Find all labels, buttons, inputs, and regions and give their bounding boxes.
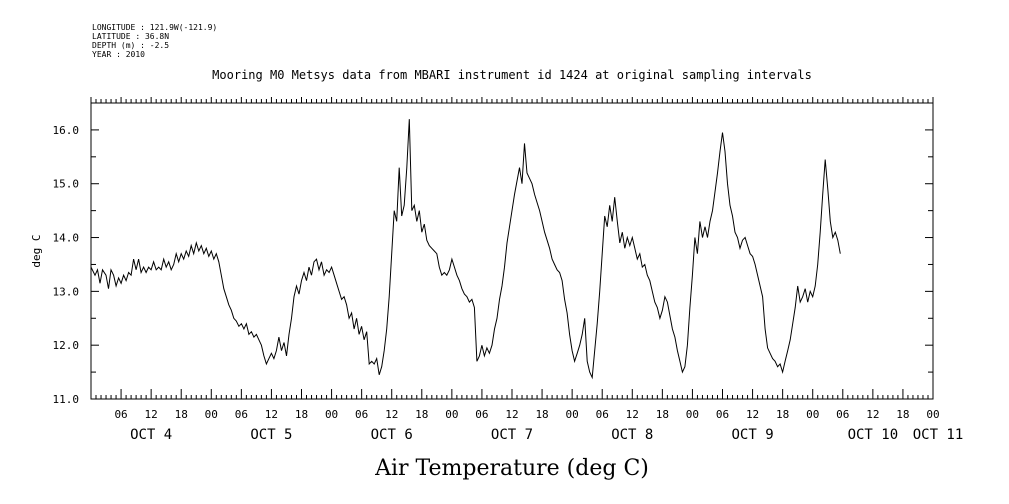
- latitude-label: LATITUDE : 36.8N: [92, 32, 169, 41]
- x-tick-label: 18: [175, 408, 188, 421]
- x-axis-label: Air Temperature (deg C): [374, 456, 649, 481]
- x-tick-label: 00: [325, 408, 338, 421]
- x-day-label: OCT 11: [913, 427, 964, 443]
- x-tick-label: 00: [686, 408, 699, 421]
- x-tick-label: 12: [265, 408, 278, 421]
- x-axis: 06 12 18 00 06 12 18 00 06 12 18 00 06 12 18 00 06 12 18 00…: [90, 97, 964, 443]
- year-label: YEAR : 2010: [92, 50, 145, 59]
- x-tick-label: 06: [355, 408, 368, 421]
- x-tick-label: 06: [475, 408, 488, 421]
- x-tick-label: 18: [415, 408, 428, 421]
- x-tick-label: 06: [836, 408, 849, 421]
- x-tick-label: 18: [656, 408, 669, 421]
- chart-title: Mooring M0 Metsys data from MBARI instru…: [212, 68, 812, 82]
- x-tick-label: 18: [896, 408, 909, 421]
- x-tick-label: 12: [145, 408, 158, 421]
- x-tick-label: 12: [505, 408, 518, 421]
- x-tick-label: 06: [716, 408, 729, 421]
- x-tick-label: 12: [626, 408, 639, 421]
- x-tick-label: 06: [114, 408, 127, 421]
- x-day-label: OCT 10: [848, 427, 899, 443]
- x-tick-label: 18: [535, 408, 548, 421]
- x-day-label: OCT 4: [130, 427, 172, 443]
- x-tick-label: 06: [596, 408, 609, 421]
- x-day-label: OCT 5: [250, 427, 292, 443]
- x-tick-label: 00: [566, 408, 579, 421]
- x-day-label: OCT 8: [611, 427, 653, 443]
- x-day-label: OCT 6: [371, 427, 413, 443]
- y-tick-label: 15.0: [53, 178, 80, 191]
- x-tick-label: 18: [776, 408, 789, 421]
- y-tick-label: 12.0: [53, 339, 80, 352]
- series-layer: [90, 119, 841, 380]
- y-tick-label: 14.0: [53, 232, 80, 245]
- x-day-label: OCT 7: [491, 427, 533, 443]
- x-tick-label: 06: [235, 408, 248, 421]
- x-tick-label: 00: [806, 408, 819, 421]
- plot-frame: [90, 102, 934, 400]
- series-line: [90, 119, 841, 380]
- y-tick-label: 11.0: [53, 393, 80, 406]
- x-tick-label: 00: [926, 408, 939, 421]
- y-axis-label: deg C: [30, 234, 43, 267]
- depth-label: DEPTH (m) : -2.5: [92, 41, 169, 50]
- x-day-label: OCT 9: [731, 427, 773, 443]
- x-tick-label: 00: [205, 408, 218, 421]
- x-tick-label: 18: [295, 408, 308, 421]
- x-tick-label: 12: [866, 408, 879, 421]
- x-tick-label: 12: [746, 408, 759, 421]
- x-tick-label: 00: [445, 408, 458, 421]
- y-axis: 11.0 12.0 13.0 14.0 15.0 16.0: [53, 102, 933, 406]
- longitude-label: LONGITUDE : 121.9W(-121.9): [92, 23, 217, 32]
- x-tick-label: 12: [385, 408, 398, 421]
- y-tick-label: 16.0: [53, 124, 80, 137]
- y-tick-label: 13.0: [53, 285, 80, 298]
